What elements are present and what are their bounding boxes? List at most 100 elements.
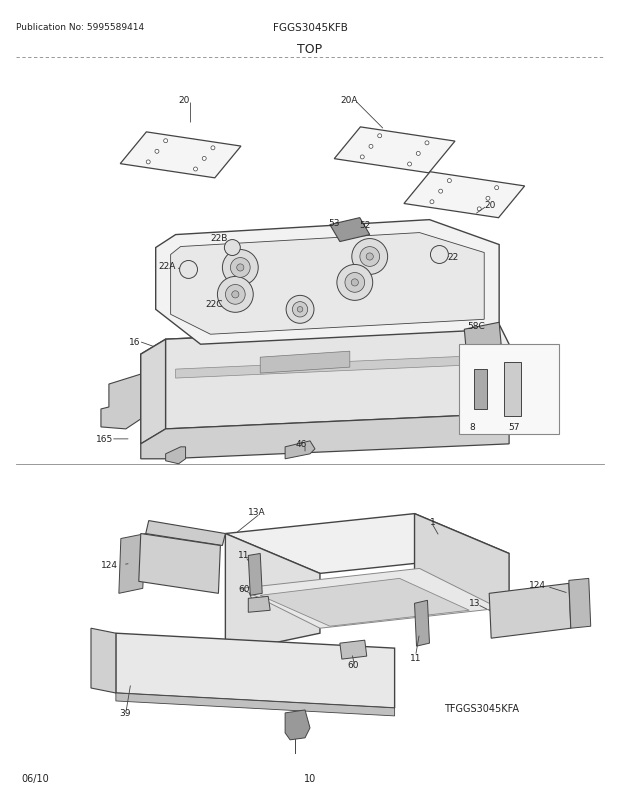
Text: 20A: 20A	[340, 96, 357, 105]
Polygon shape	[459, 345, 559, 435]
Circle shape	[297, 307, 303, 313]
Polygon shape	[241, 569, 499, 629]
Circle shape	[293, 302, 308, 318]
Polygon shape	[141, 340, 166, 444]
Text: 13A: 13A	[248, 507, 266, 516]
Polygon shape	[166, 448, 185, 464]
Polygon shape	[330, 218, 370, 242]
Text: 11: 11	[238, 551, 250, 560]
Circle shape	[366, 253, 373, 261]
Circle shape	[378, 135, 382, 139]
Circle shape	[286, 296, 314, 324]
Polygon shape	[119, 534, 146, 593]
Circle shape	[407, 163, 412, 167]
Text: 46: 46	[295, 439, 306, 448]
Text: FGGS3045KFB: FGGS3045KFB	[273, 23, 347, 33]
Text: 58C: 58C	[467, 322, 485, 331]
Circle shape	[360, 156, 365, 160]
Circle shape	[146, 160, 150, 164]
Text: 52: 52	[360, 221, 371, 229]
Polygon shape	[156, 221, 499, 345]
Polygon shape	[404, 172, 525, 218]
Polygon shape	[141, 325, 509, 390]
Text: 11: 11	[410, 654, 421, 662]
Circle shape	[164, 140, 167, 144]
Polygon shape	[166, 325, 499, 429]
Polygon shape	[285, 441, 315, 460]
Circle shape	[352, 239, 388, 275]
Circle shape	[223, 250, 259, 286]
Polygon shape	[91, 629, 116, 693]
Text: TOP: TOP	[298, 43, 322, 56]
Polygon shape	[464, 323, 501, 352]
Text: 20: 20	[179, 96, 190, 105]
Circle shape	[351, 279, 358, 286]
Circle shape	[211, 147, 215, 151]
Text: 13: 13	[469, 598, 481, 608]
Polygon shape	[146, 521, 226, 546]
Polygon shape	[415, 601, 430, 646]
Circle shape	[345, 273, 365, 293]
Text: 22A: 22A	[159, 262, 176, 271]
Circle shape	[224, 241, 241, 256]
Circle shape	[360, 247, 379, 267]
Circle shape	[416, 152, 420, 156]
Text: 124: 124	[101, 561, 118, 569]
Text: Publication No: 5995589414: Publication No: 5995589414	[16, 23, 144, 32]
Circle shape	[232, 291, 239, 298]
Text: 124: 124	[529, 581, 546, 589]
Text: 22B: 22B	[210, 233, 228, 242]
Text: TFGGS3045KFA: TFGGS3045KFA	[445, 703, 520, 713]
Circle shape	[369, 145, 373, 149]
Polygon shape	[489, 584, 571, 638]
Text: 57: 57	[508, 423, 520, 431]
Polygon shape	[226, 514, 509, 573]
Circle shape	[439, 190, 443, 194]
Circle shape	[218, 277, 253, 313]
Text: 165: 165	[96, 435, 113, 444]
Polygon shape	[141, 415, 509, 460]
Polygon shape	[334, 128, 455, 174]
Text: 8: 8	[469, 423, 475, 431]
Polygon shape	[248, 597, 270, 613]
Text: 16: 16	[129, 338, 140, 346]
Polygon shape	[175, 356, 489, 379]
Polygon shape	[120, 132, 241, 179]
Circle shape	[495, 186, 498, 190]
Polygon shape	[260, 579, 469, 626]
Circle shape	[430, 246, 448, 264]
Text: 53: 53	[328, 218, 339, 227]
Polygon shape	[260, 352, 350, 374]
Polygon shape	[285, 710, 310, 740]
Circle shape	[231, 258, 250, 278]
Text: 39: 39	[119, 708, 130, 717]
Polygon shape	[415, 514, 509, 618]
Circle shape	[425, 142, 429, 146]
Circle shape	[486, 197, 490, 201]
Polygon shape	[340, 640, 367, 659]
Circle shape	[477, 208, 481, 212]
Text: 06/10: 06/10	[21, 772, 49, 783]
Text: eReplacementParts.com: eReplacementParts.com	[225, 379, 345, 390]
Text: 20: 20	[484, 200, 495, 209]
Circle shape	[180, 261, 198, 279]
Circle shape	[337, 265, 373, 301]
Polygon shape	[116, 634, 394, 708]
Text: 22: 22	[448, 252, 459, 261]
Polygon shape	[569, 579, 591, 629]
Text: 60: 60	[238, 585, 250, 593]
Text: 22C: 22C	[205, 300, 223, 309]
Circle shape	[226, 286, 245, 305]
Text: 1: 1	[430, 517, 435, 526]
Polygon shape	[474, 370, 487, 410]
Polygon shape	[116, 693, 394, 716]
Polygon shape	[139, 534, 220, 593]
Text: 60: 60	[348, 660, 360, 669]
Polygon shape	[504, 363, 521, 416]
Circle shape	[237, 265, 244, 272]
Polygon shape	[226, 534, 320, 654]
Circle shape	[430, 200, 434, 205]
Text: 10: 10	[304, 772, 316, 783]
Polygon shape	[101, 375, 141, 429]
Polygon shape	[170, 233, 484, 334]
